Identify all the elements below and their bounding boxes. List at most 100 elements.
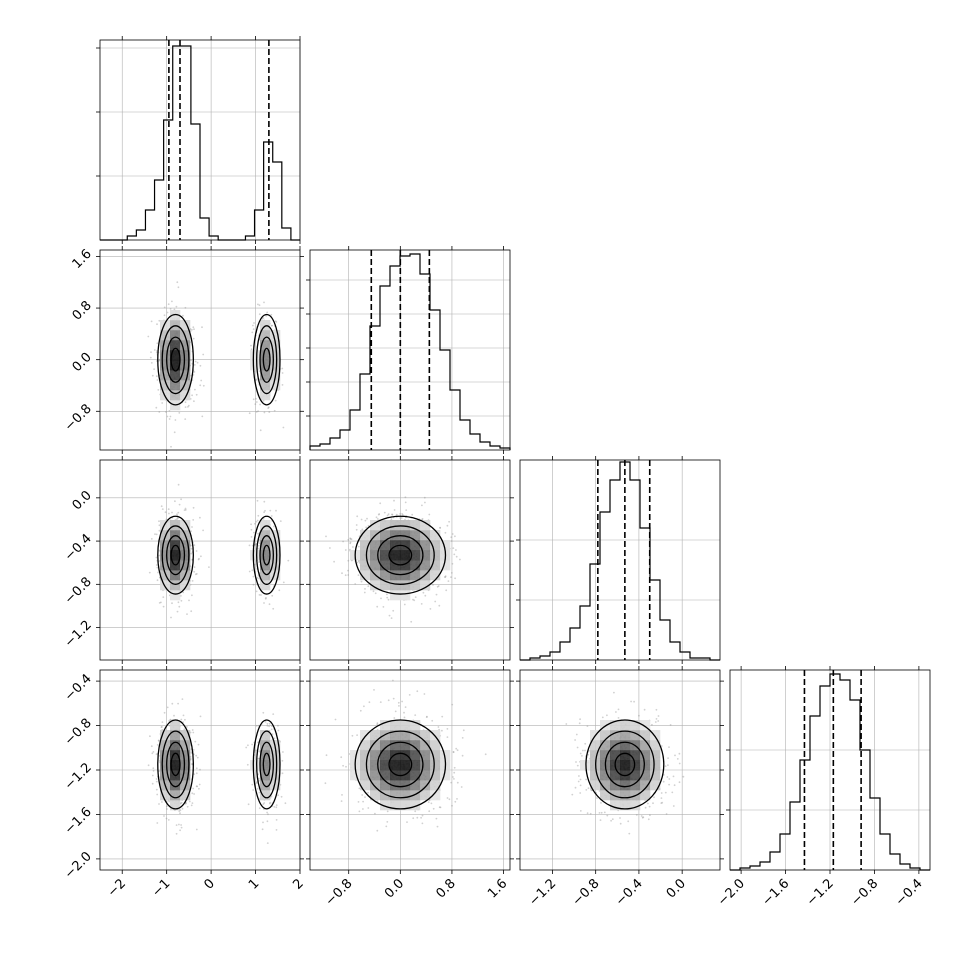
- scatter-point: [287, 559, 290, 562]
- scatter-point: [266, 811, 268, 814]
- scatter-point: [404, 501, 407, 504]
- scatter-point: [156, 379, 159, 381]
- scatter-point: [274, 399, 277, 402]
- scatter-point: [399, 517, 402, 519]
- scatter-point: [270, 324, 273, 327]
- scatter-point: [154, 533, 156, 535]
- scatter-point: [155, 788, 158, 791]
- density-cell: [250, 360, 261, 371]
- scatter-point: [184, 507, 187, 510]
- scatter-point: [325, 535, 327, 538]
- scatter-point: [444, 576, 446, 578]
- scatter-point: [386, 593, 388, 596]
- density-cell: [430, 550, 441, 561]
- density-cell: [260, 370, 271, 381]
- scatter-point: [382, 606, 385, 608]
- scatter-point: [176, 518, 178, 520]
- density-cell: [370, 580, 381, 591]
- scatter-point: [454, 535, 456, 538]
- density-cell: [390, 580, 401, 591]
- scatter-point: [193, 570, 196, 573]
- scatter-point: [352, 546, 354, 548]
- scatter-point: [347, 574, 350, 576]
- scatter-point: [437, 726, 440, 728]
- scatter-point: [372, 590, 375, 593]
- density-cell: [440, 540, 451, 551]
- scatter-point: [376, 800, 379, 802]
- scatter-point: [195, 393, 198, 396]
- scatter-point: [361, 794, 364, 796]
- scatter-point: [263, 411, 266, 414]
- scatter-point: [345, 765, 347, 768]
- density-cell: [250, 760, 261, 771]
- density-cell: [260, 780, 271, 791]
- scatter-point: [398, 705, 400, 707]
- scatter-point: [258, 594, 261, 596]
- scatter-point: [411, 513, 414, 516]
- scatter-point: [178, 810, 181, 812]
- y-tick-label: −1.2: [62, 760, 95, 793]
- scatter-point: [177, 511, 180, 514]
- scatter-point: [441, 729, 443, 732]
- scatter-point: [258, 750, 261, 753]
- scatter-point: [358, 561, 361, 564]
- scatter-point: [266, 722, 269, 725]
- scatter-point: [190, 552, 193, 555]
- scatter-point: [254, 749, 257, 752]
- scatter-point: [265, 315, 268, 317]
- scatter-point: [193, 544, 196, 546]
- scatter-point: [190, 751, 193, 754]
- scatter-point: [175, 824, 178, 826]
- density-cell: [420, 550, 431, 561]
- scatter-point: [437, 585, 440, 587]
- scatter-point: [191, 526, 193, 528]
- density-cell: [400, 530, 411, 541]
- scatter-point: [250, 523, 253, 526]
- scatter-point: [452, 751, 455, 754]
- scatter-point: [158, 360, 160, 362]
- scatter-point: [258, 370, 261, 373]
- scatter-point: [432, 584, 434, 586]
- scatter-point: [284, 802, 287, 805]
- scatter-point: [410, 620, 413, 623]
- scatter-point: [281, 772, 284, 775]
- scatter-point: [161, 726, 163, 728]
- scatter-point: [277, 794, 279, 797]
- density-cell: [180, 370, 191, 381]
- scatter-point: [175, 832, 178, 835]
- density-cell: [380, 560, 391, 571]
- scatter-point: [393, 509, 396, 511]
- panel-frame: [309, 459, 511, 661]
- density-cell: [180, 540, 191, 551]
- scatter-point: [391, 513, 393, 516]
- scatter-point: [180, 595, 182, 597]
- scatter-point: [264, 597, 267, 600]
- panel-background: [310, 250, 510, 450]
- scatter-point: [152, 769, 155, 772]
- scatter-point: [394, 710, 397, 713]
- panel-frame: [519, 459, 721, 661]
- density-cell: [370, 740, 381, 751]
- scatter-point: [158, 770, 161, 772]
- scatter-point: [167, 508, 170, 511]
- scatter-point: [191, 328, 193, 331]
- scatter-point: [201, 415, 204, 418]
- scatter-point: [373, 689, 375, 691]
- scatter-point: [177, 601, 180, 604]
- scatter-point: [358, 787, 361, 790]
- scatter-point: [452, 547, 455, 549]
- scatter-point: [401, 513, 403, 515]
- scatter-point: [156, 350, 158, 352]
- scatter-point: [166, 311, 169, 314]
- scatter-point: [171, 300, 173, 303]
- scatter-point: [191, 792, 194, 795]
- scatter-point: [254, 543, 257, 546]
- density-cell: [380, 580, 391, 591]
- scatter-point: [257, 514, 260, 517]
- density-cell: [260, 390, 271, 401]
- scatter-point: [199, 384, 202, 387]
- y-tick-label: 0.0: [70, 350, 95, 375]
- scatter-point: [275, 829, 278, 831]
- density-cell: [390, 740, 401, 751]
- scatter-point: [156, 793, 159, 796]
